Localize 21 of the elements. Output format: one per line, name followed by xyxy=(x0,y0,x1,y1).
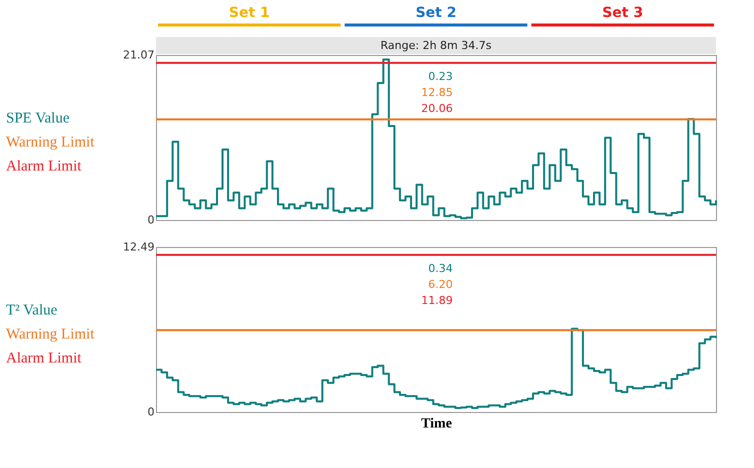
text: T² Value xyxy=(6,302,58,319)
text: SPE Value xyxy=(6,110,70,127)
y-tick-label: 12.49 xyxy=(123,240,154,254)
text: Set 2 xyxy=(416,5,456,21)
chart-subtitle: Range: 2h 8m 34.7s xyxy=(380,39,492,52)
y-tick-label: 21.07 xyxy=(123,48,154,62)
annotation: 6.20 xyxy=(428,278,453,291)
text: Set 3 xyxy=(602,5,644,21)
ref-line-label: Warning Limit xyxy=(6,134,96,151)
y-tick-label: 0 xyxy=(148,406,154,418)
ref-line-label: Alarm Limit xyxy=(6,350,82,367)
text: Set 1 xyxy=(228,5,270,21)
ref-line-label: Alarm Limit xyxy=(6,158,82,175)
annotation: 20.06 xyxy=(421,102,453,115)
annotation: 11.89 xyxy=(421,294,453,307)
annotation: 12.85 xyxy=(421,86,453,99)
annotation: 0.23 xyxy=(428,70,453,83)
y-tick-label: 0 xyxy=(148,214,154,226)
ref-line-label: Warning Limit xyxy=(6,326,96,343)
annotation: 0.34 xyxy=(428,262,453,275)
x-axis-title: Time xyxy=(421,416,452,432)
